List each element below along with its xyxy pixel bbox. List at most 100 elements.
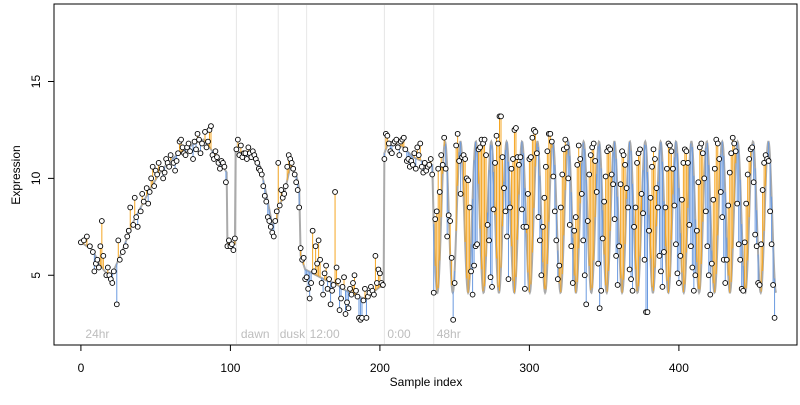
data-point xyxy=(465,177,471,184)
data-point xyxy=(705,272,712,279)
data-point xyxy=(644,309,651,315)
data-point xyxy=(161,169,168,176)
data-point xyxy=(363,315,370,321)
data-point xyxy=(345,305,352,312)
data-point xyxy=(439,161,446,168)
data-point xyxy=(590,140,597,147)
data-point xyxy=(750,179,757,186)
data-point xyxy=(303,274,310,281)
data-point xyxy=(353,287,359,294)
data-point xyxy=(333,264,340,271)
data-point xyxy=(402,146,409,153)
data-point xyxy=(495,140,501,147)
data-point xyxy=(471,262,477,269)
data-point xyxy=(185,140,192,147)
data-point xyxy=(329,287,335,294)
data-point xyxy=(658,268,664,275)
data-point xyxy=(432,216,439,222)
data-point xyxy=(474,241,480,248)
data-point xyxy=(414,144,421,151)
data-point xyxy=(344,299,350,306)
data-point xyxy=(306,295,313,302)
data-point xyxy=(569,280,576,286)
data-point xyxy=(634,160,640,166)
data-point xyxy=(740,287,747,294)
data-point xyxy=(688,243,694,250)
data-point xyxy=(758,241,764,248)
data-point xyxy=(547,130,554,137)
data-point xyxy=(276,202,283,209)
data-point xyxy=(629,287,636,294)
data-point xyxy=(418,163,425,170)
fit-line-segment xyxy=(432,139,778,296)
data-point xyxy=(607,146,613,153)
data-point xyxy=(95,264,102,271)
data-point xyxy=(466,204,473,211)
data-point xyxy=(574,161,581,168)
data-point xyxy=(662,204,669,211)
segment-label: 12:00 xyxy=(310,327,340,341)
data-point xyxy=(699,150,706,157)
data-point xyxy=(610,181,616,188)
data-point xyxy=(199,140,205,147)
data-point xyxy=(238,142,244,149)
data-point xyxy=(332,189,338,195)
data-point xyxy=(508,165,515,172)
data-point xyxy=(523,223,530,230)
data-point xyxy=(734,200,741,207)
x-tick-label: 200 xyxy=(370,361,390,375)
data-point xyxy=(441,134,448,141)
data-point xyxy=(158,165,165,172)
data-point xyxy=(453,142,459,149)
data-point xyxy=(131,194,138,201)
data-point xyxy=(668,148,675,155)
data-point xyxy=(652,156,658,162)
data-point xyxy=(412,165,419,172)
data-point xyxy=(154,171,161,178)
data-point xyxy=(429,171,436,178)
data-point xyxy=(273,208,280,215)
data-point xyxy=(182,152,189,158)
data-point xyxy=(214,154,220,160)
data-point xyxy=(537,237,543,244)
data-point xyxy=(221,163,228,170)
data-point xyxy=(146,189,153,195)
data-point xyxy=(767,208,773,215)
data-point xyxy=(266,218,273,224)
data-point xyxy=(640,210,646,217)
segment-label: dusk xyxy=(280,327,306,341)
data-point xyxy=(746,156,753,162)
segment-labels: 24hr dawn dusk 12:00 0:00 48hr xyxy=(85,327,460,341)
data-point xyxy=(608,171,615,178)
data-point xyxy=(300,254,307,261)
data-point xyxy=(534,150,540,157)
data-point xyxy=(155,160,162,166)
data-point xyxy=(556,262,563,269)
data-point xyxy=(151,183,158,189)
data-point xyxy=(445,212,452,219)
data-point xyxy=(601,198,607,205)
data-point xyxy=(173,158,180,164)
data-point xyxy=(572,214,579,220)
data-point xyxy=(394,144,401,151)
data-point xyxy=(254,160,261,166)
data-point xyxy=(362,285,368,292)
data-point xyxy=(208,123,214,129)
data-point xyxy=(628,276,634,282)
segment-boundaries xyxy=(235,5,435,344)
data-point xyxy=(409,161,416,168)
data-point xyxy=(566,222,573,228)
data-point xyxy=(656,253,663,259)
data-point xyxy=(267,223,274,230)
data-point xyxy=(714,140,721,147)
data-point xyxy=(389,150,395,157)
data-point xyxy=(433,208,440,215)
data-point xyxy=(719,214,726,220)
data-point xyxy=(559,171,566,178)
data-point xyxy=(562,136,569,143)
data-point xyxy=(726,169,733,176)
data-point xyxy=(212,148,219,155)
data-point xyxy=(351,272,358,279)
data-point xyxy=(371,291,377,298)
data-point xyxy=(110,268,117,275)
